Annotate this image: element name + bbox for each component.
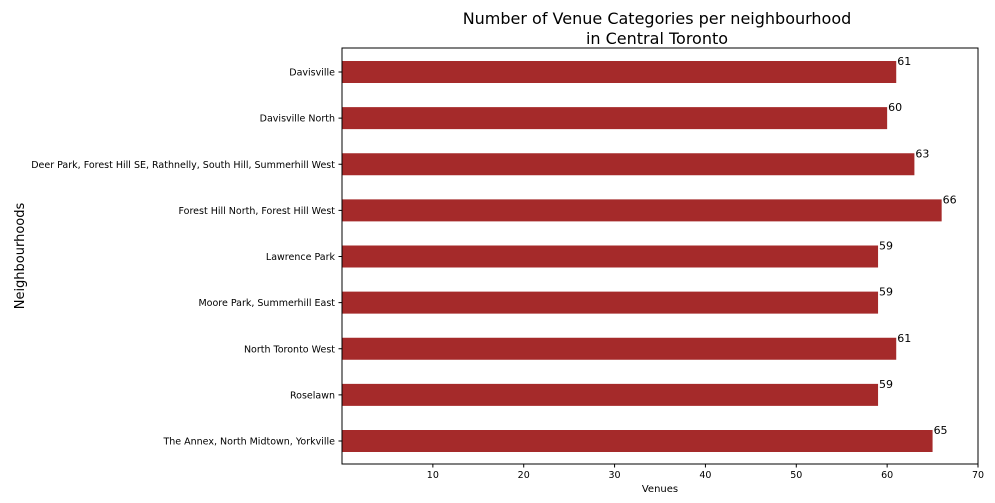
x-tick-label: 10 (427, 470, 439, 481)
y-tick-label: Deer Park, Forest Hill SE, Rathnelly, So… (31, 160, 335, 171)
y-tick-label: The Annex, North Midtown, Yorkville (162, 437, 335, 448)
x-tick-label: 40 (699, 470, 711, 481)
bar (342, 337, 897, 360)
y-tick-label: North Toronto West (244, 344, 335, 355)
data-label: 63 (915, 147, 929, 160)
y-axis: Davisville Davisville North Deer Park, For… (31, 68, 342, 448)
x-tick-label: 60 (881, 470, 893, 481)
y-tick-label: Davisville (289, 68, 335, 79)
y-tick-label: Davisville North (260, 114, 335, 125)
data-label: 59 (879, 286, 893, 299)
bar (342, 107, 888, 130)
bar (342, 61, 897, 83)
y-tick-label: Roselawn (290, 390, 335, 401)
x-tick-label: 20 (518, 470, 530, 481)
data-label: 61 (897, 332, 911, 345)
data-label: 66 (943, 193, 957, 206)
y-tick-label: Moore Park, Summerhill East (198, 298, 335, 309)
chart-title: Number of Venue Categories per neighbour… (463, 9, 852, 48)
y-tick-label: Forest Hill North, Forest Hill West (179, 206, 336, 217)
bars-layer: 61 60 63 66 59 59 61 59 65 (342, 55, 957, 452)
x-axis-label: Venues (642, 484, 678, 495)
bar (342, 291, 879, 314)
bar (342, 245, 879, 268)
bar (342, 153, 915, 176)
data-label: 59 (879, 240, 893, 253)
y-tick-label: Lawrence Park (266, 252, 336, 263)
data-label: 61 (897, 55, 911, 68)
data-label: 65 (934, 424, 948, 437)
x-tick-label: 70 (972, 470, 984, 481)
x-tick-label: 50 (790, 470, 802, 481)
x-axis: 10 20 30 40 50 60 70 (427, 464, 984, 481)
bar (342, 383, 879, 406)
y-axis-label: Neighbourhoods (13, 202, 28, 309)
x-tick-label: 30 (609, 470, 621, 481)
data-label: 59 (879, 378, 893, 391)
data-label: 60 (888, 101, 902, 114)
bar (342, 199, 942, 222)
bar (342, 430, 933, 452)
